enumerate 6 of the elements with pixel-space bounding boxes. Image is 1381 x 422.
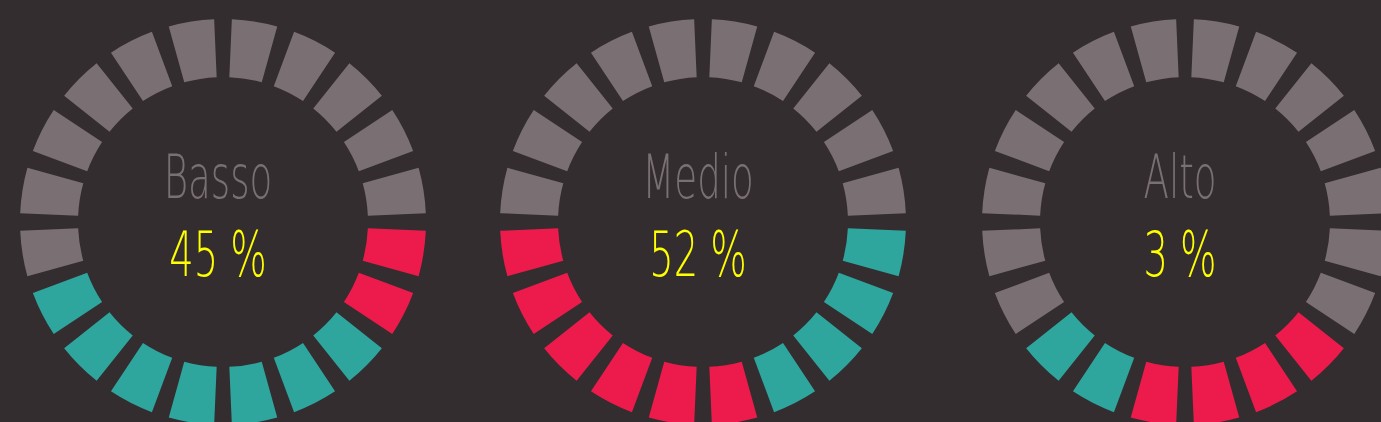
text: Basso [163, 142, 273, 213]
text: 3 % [1143, 218, 1217, 291]
text: Alto [1143, 142, 1217, 213]
text: 52 % [649, 218, 747, 291]
text: 45 % [169, 218, 267, 291]
text: Medio [642, 142, 754, 213]
